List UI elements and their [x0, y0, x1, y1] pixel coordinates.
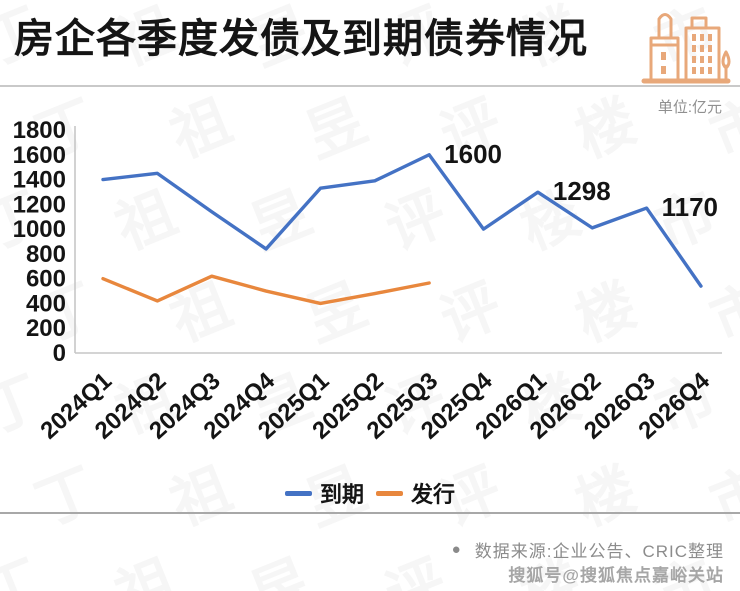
data-label: 1170: [662, 192, 718, 222]
footer-divider: [0, 512, 740, 514]
series-line-发行: [101, 274, 431, 306]
y-tick-label: 400: [26, 290, 66, 317]
legend-item-issuance: 发行: [376, 477, 455, 509]
y-tick-label: 1000: [13, 216, 66, 243]
y-tick-label: 600: [26, 266, 66, 293]
data-label: 1298: [553, 176, 611, 206]
legend-item-maturity: 到期: [284, 477, 364, 509]
series-line-到期: [101, 153, 703, 288]
page-title: 房企各季度发债及到期债券情况: [14, 17, 588, 61]
y-tick-label: 1600: [13, 142, 66, 169]
header-divider: [0, 85, 740, 87]
bullet-icon: ●: [451, 541, 461, 558]
y-tick-label: 1400: [13, 167, 66, 194]
y-tick-label: 1800: [13, 118, 66, 144]
legend-swatch-issuance: [376, 490, 403, 496]
legend-label-issuance: 发行: [411, 482, 456, 507]
y-tick-label: 0: [53, 340, 66, 367]
sohu-watermark-text: 搜狐号@搜狐焦点嘉峪关站: [508, 566, 724, 585]
chart-legend: 到期 发行: [0, 477, 740, 509]
data-label: 1600: [444, 139, 502, 169]
y-tick-label: 800: [26, 241, 66, 268]
legend-label-maturity: 到期: [319, 482, 364, 507]
y-tick-label: 200: [26, 315, 66, 342]
data-source-row: ● 数据来源:企业公告、CRIC整理: [452, 537, 724, 562]
buildings-icon: [641, 13, 731, 84]
y-tick-label: 1200: [13, 191, 66, 218]
line-chart: 0200400600800100012001400160018002024Q12…: [13, 118, 722, 445]
legend-swatch-maturity: [284, 490, 312, 496]
unit-label: 单位:亿元: [657, 99, 722, 116]
data-source-text: 数据来源:企业公告、CRIC整理: [474, 542, 724, 561]
